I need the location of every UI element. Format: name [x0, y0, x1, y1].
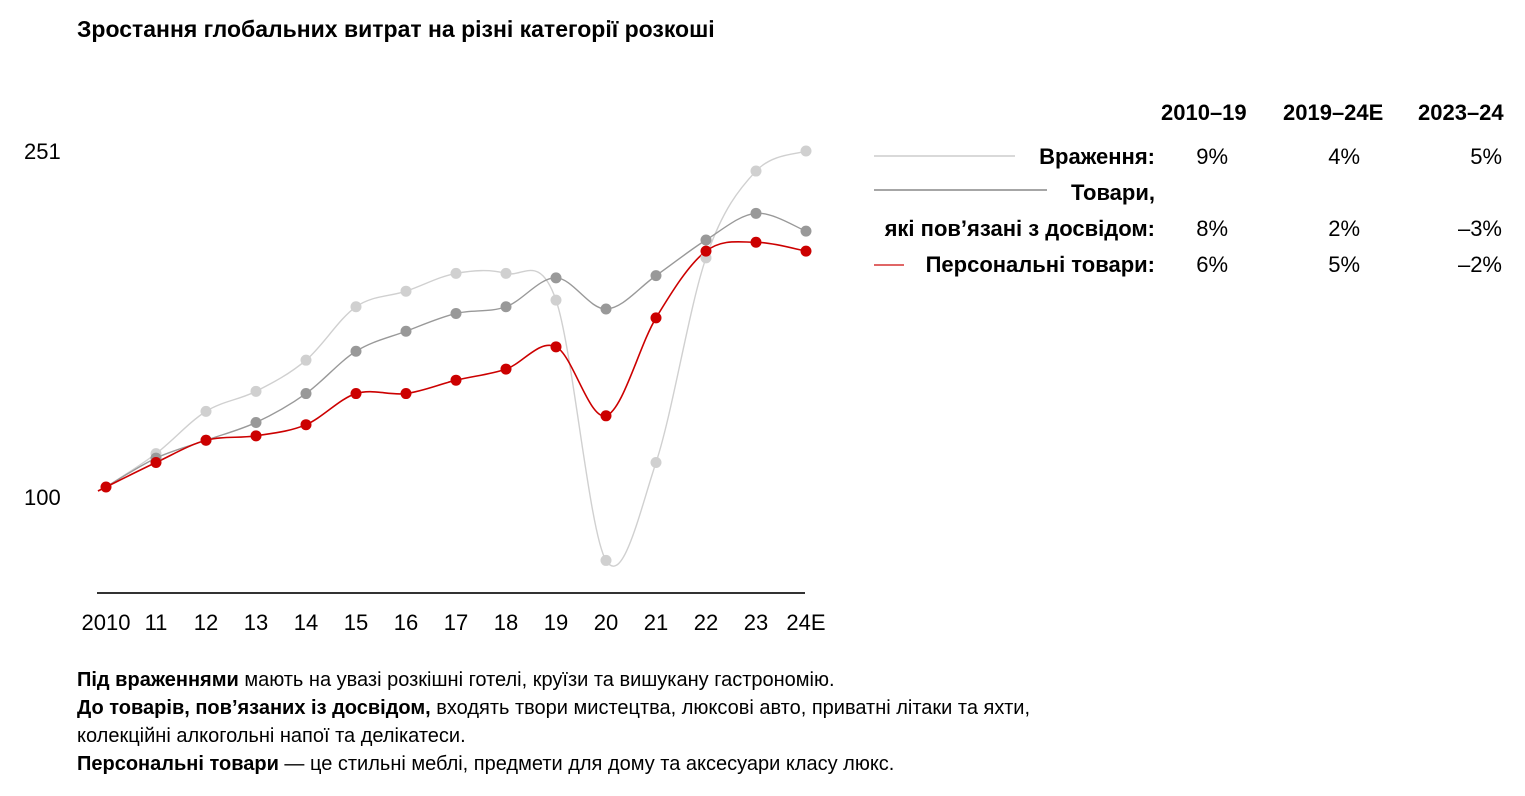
x-tick-label: 21: [644, 610, 668, 635]
data-point: [500, 301, 512, 313]
table-value: –3%: [1457, 216, 1502, 241]
data-point: [450, 307, 462, 319]
legend-line-experiences: [874, 155, 1015, 157]
data-point: [600, 303, 612, 315]
x-tick-label: 22: [694, 610, 718, 635]
x-tick-label: 12: [194, 610, 218, 635]
data-point: [300, 388, 312, 400]
data-point: [700, 245, 712, 257]
data-point: [400, 388, 412, 400]
data-point: [750, 165, 762, 177]
legend-label: Персональні товари:: [925, 252, 1155, 277]
data-point: [300, 419, 312, 431]
data-point: [400, 325, 412, 337]
data-point: [200, 405, 212, 417]
y-tick-label: 251: [24, 139, 61, 164]
x-tick-label: 16: [394, 610, 418, 635]
data-point: [800, 225, 812, 237]
legend-label: Товари,: [1070, 180, 1155, 205]
x-tick-label: 15: [344, 610, 368, 635]
data-point: [650, 312, 662, 324]
data-point: [600, 410, 612, 422]
data-point: [250, 416, 262, 428]
x-tick-label: 14: [294, 610, 318, 635]
x-tick-label: 19: [544, 610, 568, 635]
data-point: [500, 363, 512, 375]
table-value: 4%: [1328, 144, 1360, 169]
data-point: [100, 481, 112, 493]
data-point: [250, 385, 262, 397]
note: Під враженнями мають на увазі розкішні г…: [77, 669, 835, 691]
col-header: 2019–24E: [1283, 100, 1384, 125]
data-point: [350, 301, 362, 313]
table-value: 2%: [1328, 216, 1360, 241]
table-value: –2%: [1457, 252, 1502, 277]
data-point: [550, 272, 562, 284]
data-point: [550, 341, 562, 353]
data-point: [300, 354, 312, 366]
x-tick-label: 23: [744, 610, 768, 635]
footnotes: Під враженнями мають на увазі розкішні г…: [77, 666, 1030, 778]
x-tick-label: 20: [594, 610, 618, 635]
x-tick-label: 11: [145, 610, 168, 635]
table-value: 6%: [1196, 252, 1228, 277]
data-point: [150, 457, 162, 469]
note: колекційні алкогольні напої та делікатес…: [77, 725, 466, 747]
data-point: [500, 267, 512, 279]
data-point: [200, 434, 212, 446]
data-point: [250, 430, 262, 442]
data-point: [400, 285, 412, 297]
chart-title: Зростання глобальних витрат на різні кат…: [77, 16, 715, 42]
table-value: 8%: [1196, 216, 1228, 241]
series-line: [97, 150, 807, 567]
note: Персональні товари — це стильні меблі, п…: [77, 753, 895, 775]
y-tick-label: 100: [24, 485, 61, 510]
data-point: [350, 388, 362, 400]
x-tick-label: 18: [494, 610, 518, 635]
data-point: [600, 554, 612, 566]
data-point: [450, 267, 462, 279]
col-header: 2023–24: [1418, 100, 1504, 125]
data-point: [650, 457, 662, 469]
legend-label: які пов’язані з досвідом:: [884, 216, 1155, 241]
x-tick-label: 2010: [82, 610, 131, 635]
data-point: [800, 145, 812, 157]
data-point: [800, 245, 812, 257]
table-value: 5%: [1328, 252, 1360, 277]
data-point: [350, 345, 362, 357]
legend-line-personal: [874, 264, 904, 266]
col-header: 2010–19: [1161, 100, 1247, 125]
x-tick-label: 17: [444, 610, 468, 635]
data-point: [650, 270, 662, 282]
series-line: [97, 212, 807, 492]
note: До товарів, пов’язаних із досвідом, вход…: [77, 697, 1031, 719]
data-point: [700, 234, 712, 246]
data-point: [550, 294, 562, 306]
x-tick-label: 24E: [786, 610, 825, 635]
series-line: [97, 240, 807, 492]
table-value: 5%: [1470, 144, 1502, 169]
data-point: [450, 374, 462, 386]
data-point: [750, 236, 762, 248]
legend-line-goods: [874, 189, 1047, 191]
data-point: [750, 207, 762, 219]
table-value: 9%: [1196, 144, 1228, 169]
legend-label: Враження:: [1039, 144, 1155, 169]
x-tick-label: 13: [244, 610, 268, 635]
